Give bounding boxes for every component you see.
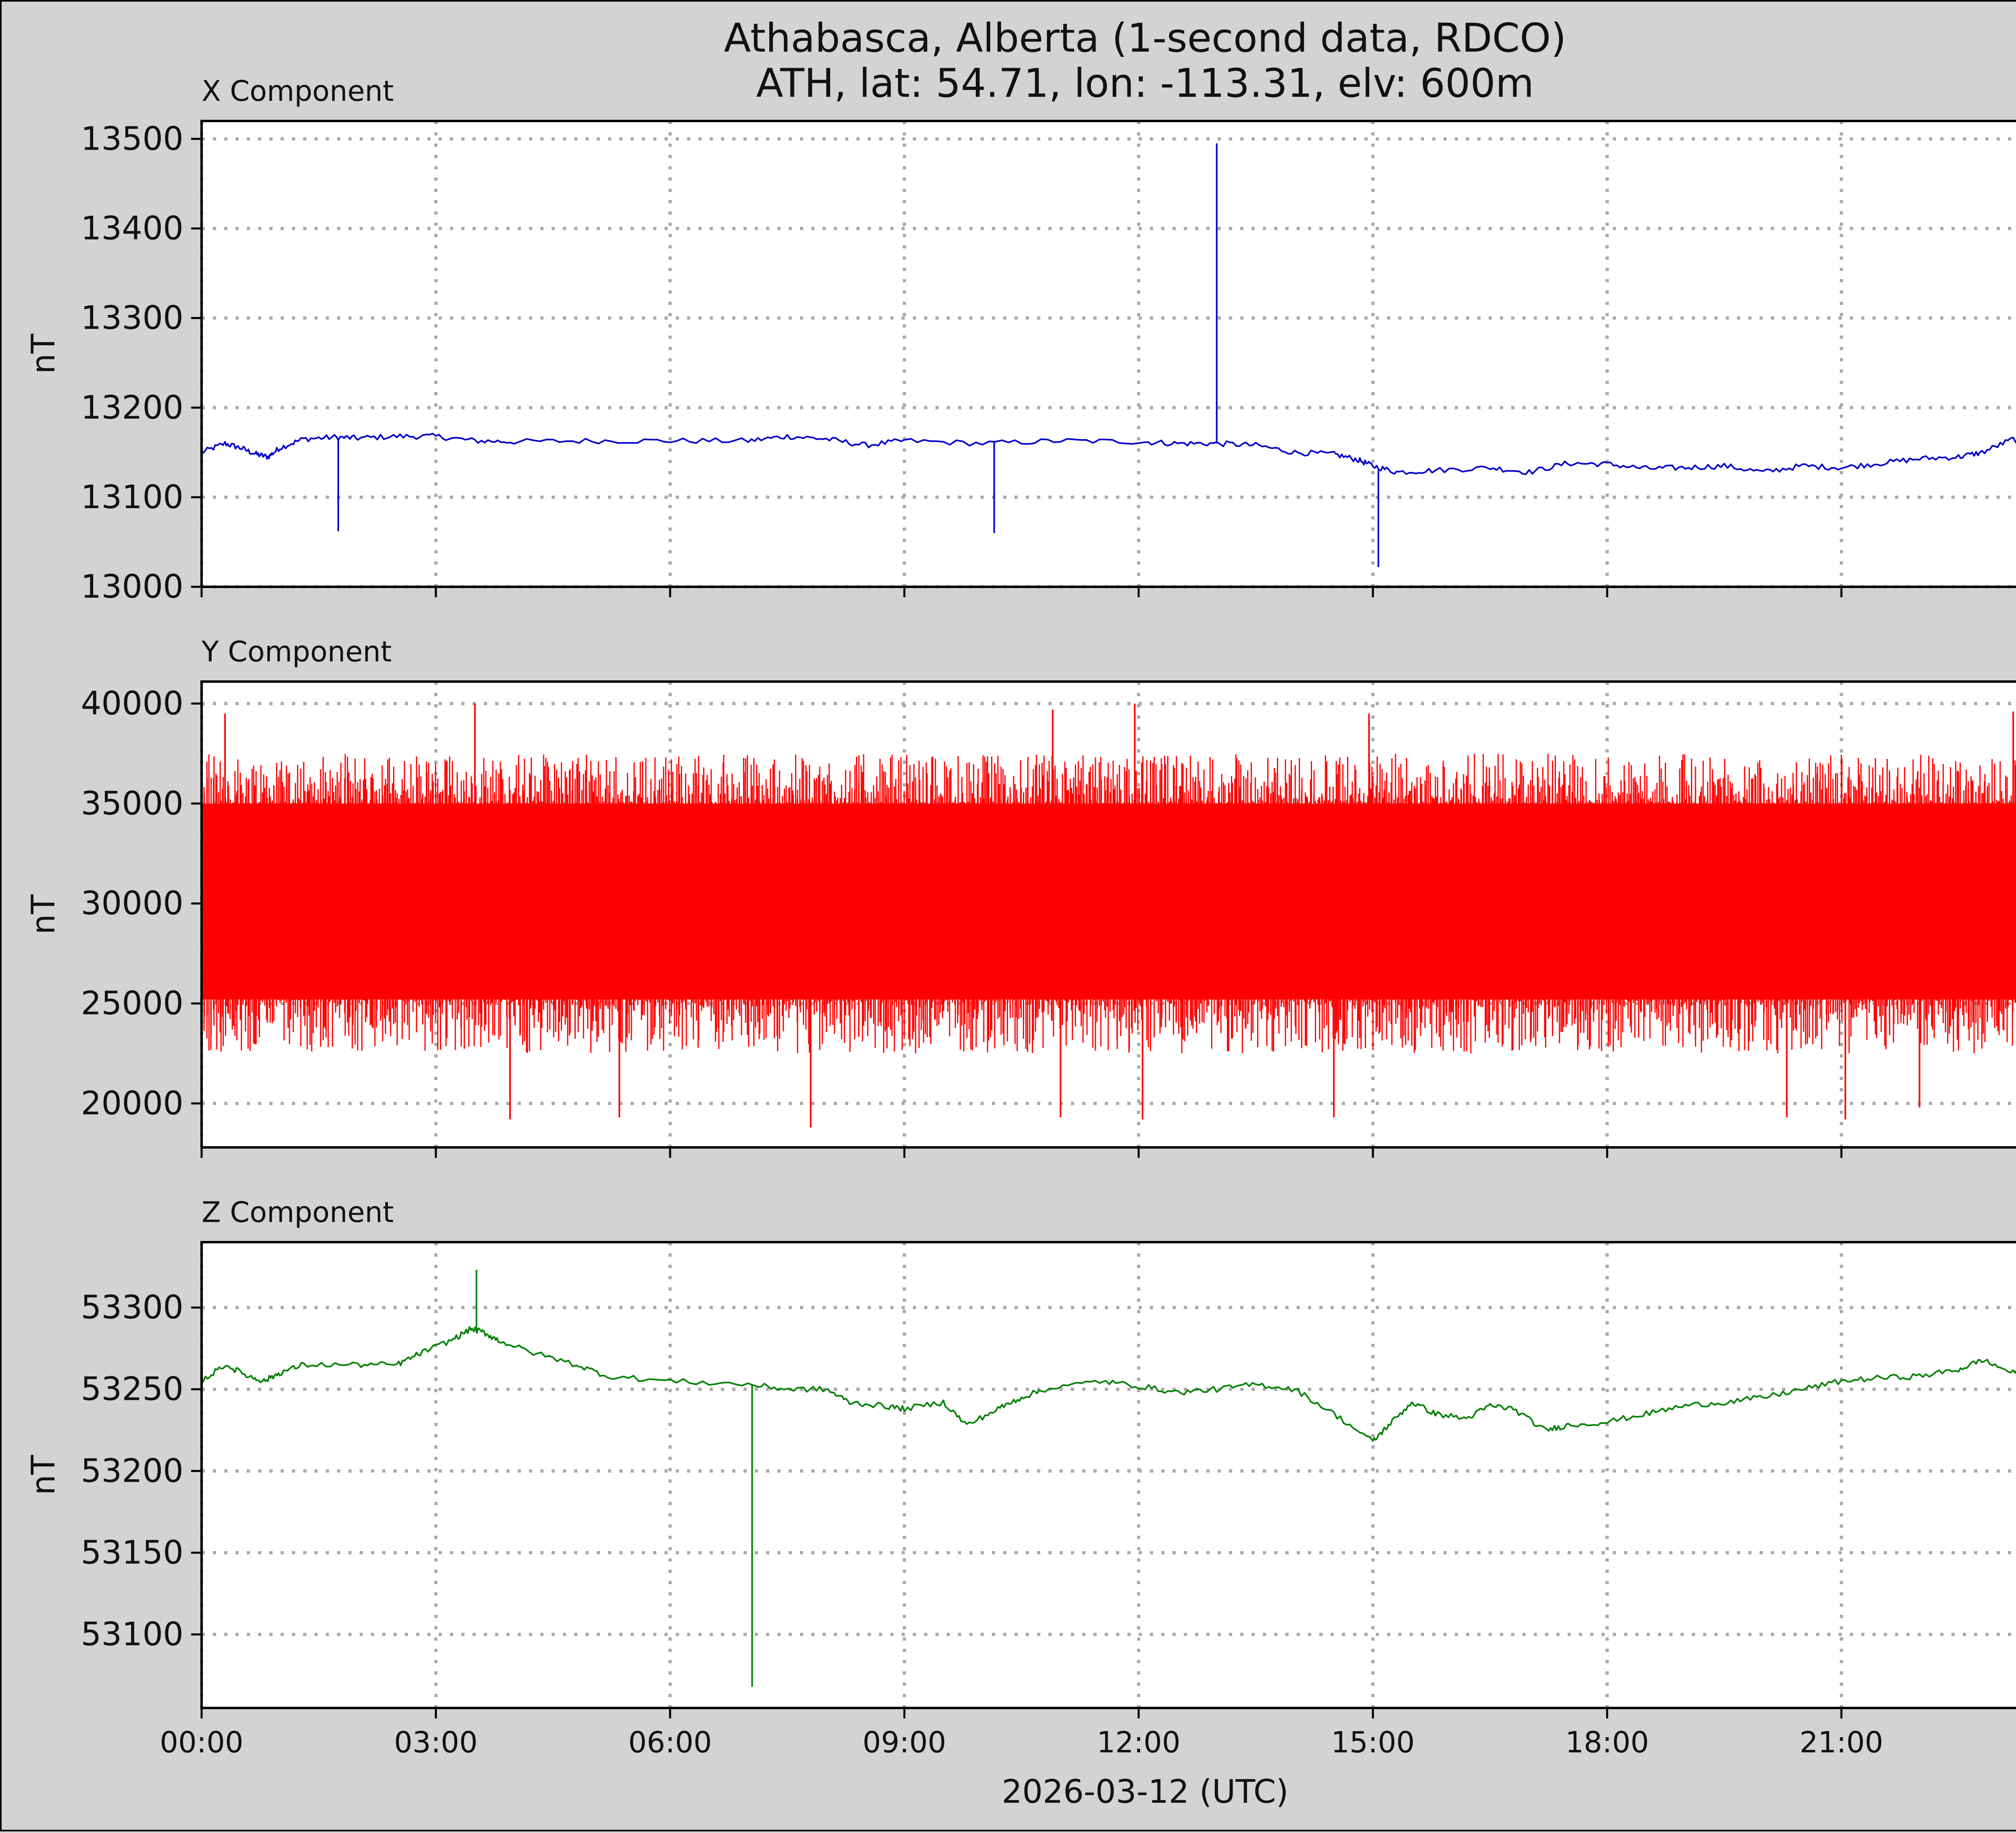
x-tick-label: 15:00 [1331, 1725, 1415, 1759]
y-tick-label: 30000 [81, 884, 184, 922]
x-tick-label: 00:00 [160, 1725, 244, 1759]
plots-group: 13000 13100 13200 13300 13400 13500 X Componen… [25, 75, 2016, 1759]
chart-subtitle: ATH, lat: 54.71, lon: -113.31, elv: 600m [756, 60, 1534, 106]
y-tick-label: 25000 [81, 984, 184, 1022]
panel-title: Z Component [202, 1196, 394, 1229]
x-tick-label: 09:00 [862, 1725, 946, 1759]
plot-area [202, 1242, 2016, 1708]
y-tick-label: 13200 [81, 389, 184, 426]
y-tick-label: 40000 [81, 685, 184, 722]
y-tick-label: 53100 [81, 1616, 184, 1653]
y-tick-label: 13100 [81, 478, 184, 516]
y-tick-label: 20000 [81, 1084, 184, 1122]
panel-title: X Component [202, 75, 394, 108]
y-tick-label: 53250 [81, 1370, 184, 1408]
y-tick-label: 35000 [81, 784, 184, 822]
x-tick-label: 12:00 [1097, 1725, 1181, 1759]
series-line [201, 1326, 2016, 1442]
x-tick-label: 06:00 [628, 1725, 712, 1759]
panel-3: 00:00 03:00 06:00 09:00 12:00 15:00 18:00 21:00… [25, 1196, 2016, 1759]
y-tick-label: 13400 [81, 210, 184, 247]
panel-2: 20000 25000 30000 35000 40000 Y Component nT [25, 635, 2016, 1158]
y-axis-label: nT [25, 894, 62, 935]
y-tick-label: 53200 [81, 1452, 184, 1489]
panel-1: 13000 13100 13200 13300 13400 13500 X Componen… [25, 75, 2016, 605]
panel-title: Y Component [201, 635, 392, 668]
y-tick-label: 53300 [81, 1289, 184, 1326]
chart-title: Athabasca, Alberta (1-second data, RDCO) [724, 15, 1566, 61]
y-tick-label: 13000 [81, 568, 184, 605]
plot-area [202, 121, 2016, 587]
y-tick-label: 13300 [81, 299, 184, 337]
plot-frame [200, 120, 2016, 588]
y-axis-label: nT [25, 1455, 62, 1495]
plot-frame [200, 680, 2016, 1149]
plot-frame [200, 1241, 2016, 1709]
y-axis-label: nT [25, 334, 62, 374]
x-tick-label: 03:00 [394, 1725, 478, 1759]
y-tick-label: 13500 [81, 120, 184, 157]
x-tick-label: 18:00 [1565, 1725, 1649, 1759]
y-tick-label: 53150 [81, 1534, 184, 1571]
x-axis-label: 2026-03-12 (UTC) [1002, 1773, 1288, 1810]
x-tick-label: 21:00 [1799, 1725, 1883, 1759]
